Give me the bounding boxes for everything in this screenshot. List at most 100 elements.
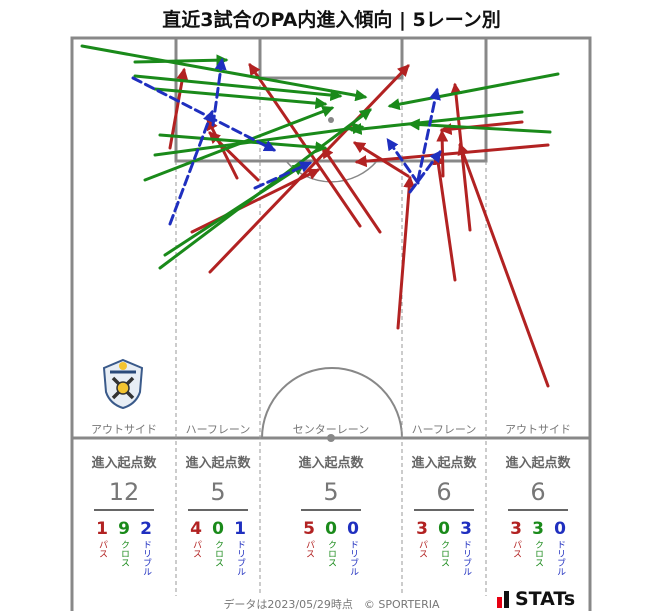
stat-pass-count: 4: [190, 519, 202, 539]
stat-header: 進入起点数: [298, 456, 364, 471]
brand-logo: STATs: [497, 588, 575, 610]
stat-cross-count: 3: [532, 519, 544, 539]
stat-cross-label: クロス: [533, 540, 543, 567]
arrow-layer: [80, 44, 560, 388]
stat-cross-label: クロス: [326, 540, 336, 567]
stat-header: 進入起点数: [91, 456, 157, 471]
dribble-arrow: [211, 57, 227, 127]
lane-stat-column: 進入起点数 6 3 パス 3 クロス 0 ドリブル: [486, 452, 590, 576]
stat-pass-label: パス: [304, 540, 314, 558]
stat-dribble-label: ドリブル: [235, 540, 245, 576]
stat-breakdown: 1 パス 9 クロス 2 ドリブル: [72, 519, 176, 576]
goal-area: [258, 36, 404, 80]
penalty-area: [174, 36, 488, 163]
pass-arrow: [321, 146, 382, 234]
stat-pass-label: パス: [511, 540, 521, 558]
cross-arrow: [349, 110, 524, 135]
stat-pass-count: 3: [416, 519, 428, 539]
stat-pass-count: 5: [303, 519, 315, 539]
cross-arrow: [387, 72, 560, 111]
stat-dribble: 2 ドリブル: [137, 519, 155, 576]
stat-cross: 0 クロス: [435, 519, 453, 576]
stat-pass-label: パス: [191, 540, 201, 558]
brand-mark-icon: [497, 590, 511, 608]
stat-total: 5: [210, 478, 226, 506]
chart-title: 直近3試合のPA内進入傾向 | 5レーン別: [162, 9, 501, 31]
stat-dribble: 1 ドリブル: [231, 519, 249, 576]
pass-arrow: [190, 168, 321, 234]
stat-total: 12: [108, 478, 140, 506]
cross-arrow: [143, 105, 335, 182]
stat-total: 6: [436, 478, 452, 506]
stat-cross: 0 クロス: [209, 519, 227, 576]
stat-breakdown: 3 パス 0 クロス 3 ドリブル: [402, 519, 486, 576]
club-crest-icon: [102, 358, 144, 410]
stat-pass-label: パス: [97, 540, 107, 558]
stat-cross: 0 クロス: [322, 519, 340, 576]
stat-breakdown: 3 パス 3 クロス 0 ドリブル: [486, 519, 590, 576]
stat-cross-count: 9: [118, 519, 130, 539]
stat-pass: 5 パス: [300, 519, 318, 576]
stat-dribble: 0 ドリブル: [551, 519, 569, 576]
stat-breakdown: 4 パス 0 クロス 1 ドリブル: [176, 519, 260, 576]
stat-total: 6: [530, 478, 546, 506]
stat-pass: 1 パス: [93, 519, 111, 576]
dribble-arrow: [416, 87, 441, 182]
stat-cross: 9 クロス: [115, 519, 133, 576]
stat-pass-count: 3: [510, 519, 522, 539]
cross-arrow: [158, 133, 328, 154]
stat-cross-label: クロス: [119, 540, 129, 567]
penalty-spot: [328, 117, 334, 123]
stat-cross: 3 クロス: [529, 519, 547, 576]
lane-stat-column: 進入起点数 12 1 パス 9 クロス 2 ドリブル: [72, 452, 176, 576]
stat-divider: [508, 509, 568, 511]
stat-cross-count: 0: [438, 519, 450, 539]
stat-dribble-count: 1: [234, 519, 246, 539]
lane-label-halfspace-left: ハーフレーン: [185, 423, 251, 436]
cross-arrow: [133, 54, 229, 67]
cross-arrow: [163, 163, 306, 257]
stat-pass-count: 1: [96, 519, 108, 539]
lane-stat-column: 進入起点数 5 5 パス 0 クロス 0 ドリブル: [260, 452, 402, 576]
stat-dribble-count: 3: [460, 519, 472, 539]
stat-pass: 4 パス: [187, 519, 205, 576]
lane-stat-column: 進入起点数 6 3 パス 0 クロス 3 ドリブル: [402, 452, 486, 576]
stat-header: 進入起点数: [185, 456, 251, 471]
pass-arrow: [439, 120, 524, 136]
stat-dribble-count: 0: [347, 519, 359, 539]
lane-label-outside-right: アウトサイド: [505, 423, 571, 436]
lane-stat-column: 進入起点数 5 4 パス 0 クロス 1 ドリブル: [176, 452, 260, 576]
brand-name: STATs: [515, 588, 576, 610]
stat-total: 5: [323, 478, 339, 506]
cross-arrow: [153, 87, 328, 110]
cross-arrow: [133, 74, 343, 102]
dribble-arrow: [386, 138, 420, 185]
stat-divider: [188, 509, 248, 511]
stat-cross-count: 0: [325, 519, 337, 539]
stat-dribble-label: ドリブル: [141, 540, 151, 576]
pass-arrow: [457, 142, 550, 388]
pass-arrow: [354, 143, 550, 168]
stat-dribble-count: 0: [554, 519, 566, 539]
lane-dividers: [175, 78, 487, 596]
center-spot: [327, 434, 335, 442]
stat-cross-label: クロス: [213, 540, 223, 567]
stat-cross-label: クロス: [439, 540, 449, 567]
pass-arrow: [396, 175, 416, 330]
stat-dribble-label: ドリブル: [555, 540, 565, 576]
dribble-arrow: [168, 109, 215, 226]
stat-header: 進入起点数: [411, 456, 477, 471]
stat-breakdown: 5 パス 0 クロス 0 ドリブル: [260, 519, 402, 576]
dribble-arrow: [131, 76, 277, 152]
stat-cross-count: 0: [212, 519, 224, 539]
dribble-arrow: [408, 150, 442, 194]
stat-pass: 3 パス: [413, 519, 431, 576]
lane-label-halfspace-right: ハーフレーン: [411, 423, 477, 436]
lane-label-center: センターレーン: [292, 423, 370, 436]
stat-dribble-label: ドリブル: [461, 540, 471, 576]
stat-divider: [301, 509, 361, 511]
center-circle: [261, 367, 403, 439]
stat-pass: 3 パス: [507, 519, 525, 576]
stat-dribble: 0 ドリブル: [344, 519, 362, 576]
